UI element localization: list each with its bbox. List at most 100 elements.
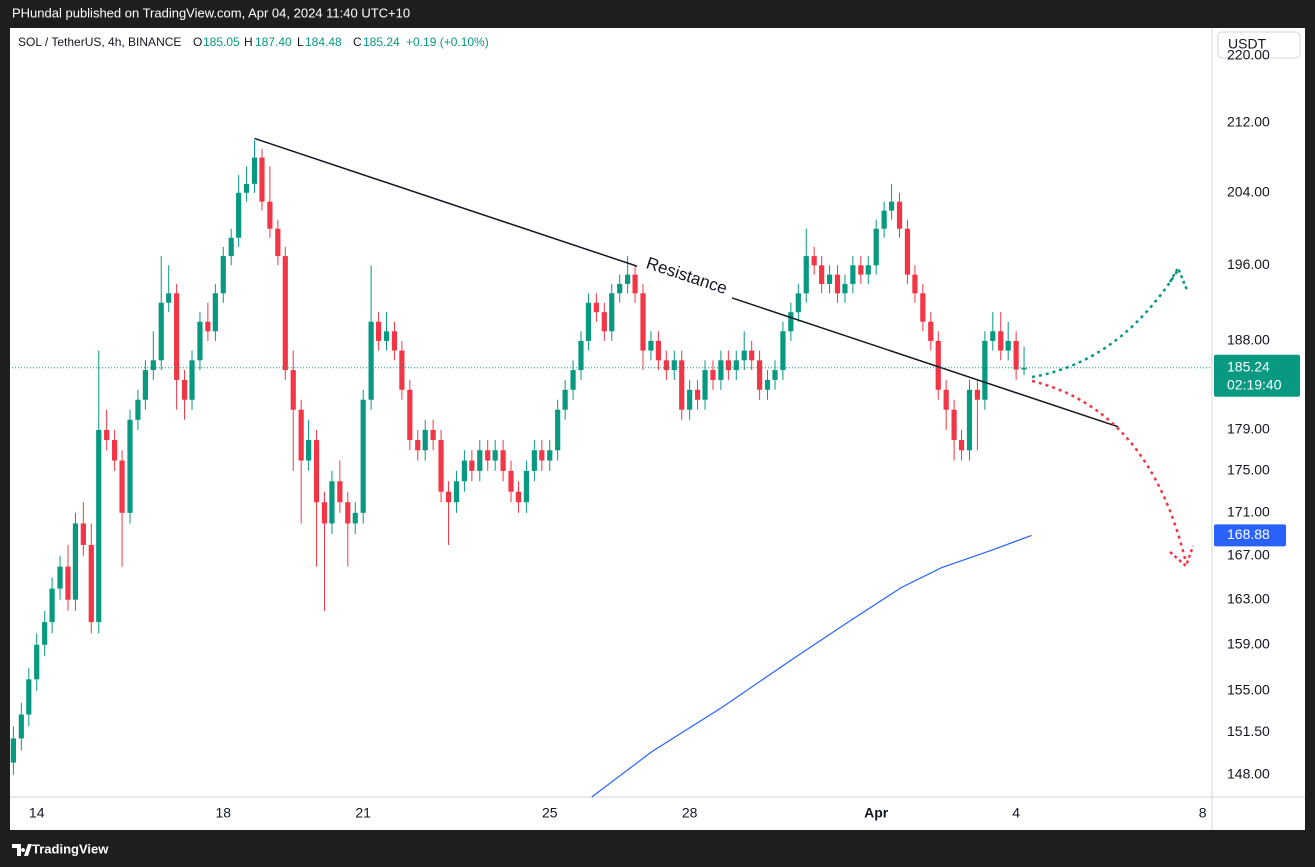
y-tick-label: 179.00 (1227, 421, 1270, 437)
candle-body (205, 321, 211, 332)
candle-body (625, 274, 631, 284)
o-value: 185.05 (203, 35, 240, 49)
candle-body (951, 409, 957, 441)
candle-body (601, 312, 607, 332)
candle-body (733, 360, 739, 371)
candle-body (236, 192, 242, 238)
candle-body (181, 379, 188, 400)
candle-body (585, 302, 592, 341)
y-tick-label: 155.00 (1227, 682, 1270, 698)
candle-body (34, 644, 40, 680)
y-tick-label: 171.00 (1227, 504, 1270, 520)
candle-body (492, 450, 498, 461)
candle-body (485, 450, 491, 461)
c-value: 185.24 (363, 35, 400, 49)
legend: SOL / TetherUS, 4h, BINANCE O 185.05 H 1… (18, 35, 489, 49)
candle-body (842, 283, 848, 294)
plot: Resistance (10, 137, 1212, 798)
down-arrow-head (1169, 545, 1195, 569)
up-arrow (1031, 269, 1180, 379)
candle-body (702, 370, 708, 400)
up-arrow-head (1168, 265, 1189, 291)
candle-body (943, 389, 949, 410)
candle-body (72, 523, 79, 600)
candle-body (88, 544, 94, 623)
candle-body (850, 265, 856, 284)
o-name: O (193, 35, 202, 49)
candle-body (407, 389, 413, 441)
y-tick-label: 188.00 (1227, 332, 1270, 348)
x-tick-label: 4 (1012, 805, 1020, 821)
candle-body (166, 293, 172, 303)
candle-body (865, 265, 871, 275)
candle-body (96, 429, 102, 623)
candle-body (687, 389, 693, 410)
h-name: H (244, 35, 253, 49)
footer-brand: TradingView (32, 841, 109, 856)
candle-body (119, 460, 125, 513)
candle-body (313, 440, 320, 503)
x-tick-label: 8 (1199, 805, 1207, 821)
candle-body (42, 622, 48, 645)
candle-body (383, 331, 390, 341)
candle-body (461, 460, 467, 482)
x-tick-label: 21 (355, 805, 371, 821)
candle-body (881, 210, 887, 229)
candle-body (174, 293, 180, 380)
candle-body (904, 228, 911, 275)
candle-body (578, 340, 584, 371)
candle-body (10, 738, 16, 763)
candle-body (469, 460, 475, 471)
countdown: 02:19:40 (1227, 376, 1282, 392)
candle-body (912, 274, 918, 294)
candle-body (858, 265, 864, 275)
candle-body (725, 360, 731, 371)
last-price-box (1214, 354, 1300, 397)
candle-body (220, 256, 226, 294)
candle-body (49, 588, 55, 623)
candle-body (368, 321, 374, 400)
candle-body (18, 714, 24, 739)
candle-body (251, 157, 258, 184)
candle-body (982, 340, 988, 400)
candle-body (391, 331, 398, 351)
candle-body (189, 360, 195, 400)
y-tick-label: 220.00 (1227, 47, 1270, 63)
candle-body (1021, 367, 1027, 370)
candle-body (65, 566, 71, 600)
y-tick-label: 175.00 (1227, 462, 1270, 478)
candle-body (243, 183, 250, 193)
candle-body (547, 450, 553, 461)
candle-body (477, 450, 483, 471)
l-name: L (297, 35, 304, 49)
ma-price: 168.88 (1227, 526, 1270, 542)
publisher: PHundal published on TradingView.com, Ap… (12, 5, 410, 20)
candle-body (267, 201, 273, 229)
candle-body (212, 293, 218, 332)
x-tick-label: Apr (864, 805, 889, 821)
candle-body (928, 321, 934, 341)
currency[interactable]: USDT (1228, 36, 1267, 52)
candle-body (640, 293, 646, 351)
candle-body (438, 440, 444, 492)
x-tick-label: 18 (215, 805, 231, 821)
candle-body (259, 157, 265, 202)
candle-body (345, 502, 351, 524)
down-arrow (1031, 379, 1188, 564)
candle-body (896, 201, 903, 229)
candle-body (127, 419, 133, 513)
y-tick-label: 167.00 (1227, 546, 1270, 562)
candle-body (819, 265, 825, 284)
candle-body (104, 429, 110, 441)
y-tick-label: 159.00 (1227, 635, 1270, 651)
candle-body (228, 237, 234, 257)
h-value: 187.40 (255, 35, 292, 49)
candle-body (158, 302, 164, 361)
candle-body (788, 312, 794, 332)
candle-body (399, 350, 405, 390)
candle-body (453, 481, 460, 503)
currency-box[interactable] (1217, 31, 1301, 59)
c-name: C (353, 35, 362, 49)
candle-body (920, 293, 926, 322)
candle-body (780, 331, 786, 371)
